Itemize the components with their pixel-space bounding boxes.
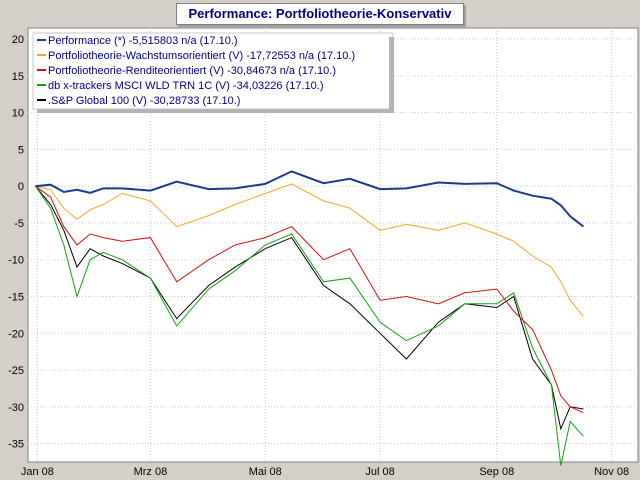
x-tick-label: Mrz 08 bbox=[134, 466, 168, 478]
series-line bbox=[35, 185, 584, 414]
x-tick-label: Nov 08 bbox=[594, 466, 629, 478]
legend-entry: Portfoliotheorie-Wachstumsorientiert (V)… bbox=[48, 50, 355, 62]
series-line bbox=[35, 170, 585, 228]
series-line bbox=[35, 185, 584, 431]
x-tick-label: Jan 08 bbox=[21, 466, 54, 478]
y-tick-label: -20 bbox=[8, 328, 24, 340]
y-axis-ticks: 20 15 10 5 0 -5 -10 -15 -20 -25 -30 -35 bbox=[8, 34, 24, 451]
y-tick-label: 15 bbox=[12, 71, 24, 83]
y-tick-label: 5 bbox=[18, 144, 24, 156]
legend-entry: Performance (*) -5,515803 n/a (17.10.) bbox=[48, 35, 238, 47]
y-tick-label: 0 bbox=[18, 181, 24, 193]
legend-shadow bbox=[37, 109, 394, 113]
series-lines bbox=[35, 170, 585, 466]
chart-title: Performance: Portfoliotheorie-Konservati… bbox=[188, 6, 452, 21]
y-tick-label: -25 bbox=[8, 365, 24, 377]
legend-shadow bbox=[389, 37, 394, 113]
y-tick-label: -5 bbox=[14, 218, 24, 230]
y-tick-label: -15 bbox=[8, 291, 24, 303]
legend-entry: Portfoliotheorie-Renditeorientiert (V) -… bbox=[48, 65, 336, 77]
legend-box bbox=[32, 32, 394, 110]
y-tick-label: 20 bbox=[12, 34, 24, 46]
y-tick-label: 10 bbox=[12, 108, 24, 120]
legend: Performance (*) -5,515803 n/a (17.10.) Po… bbox=[32, 32, 394, 113]
series-line bbox=[35, 183, 584, 317]
chart-title-box: Performance: Portfoliotheorie-Konservati… bbox=[176, 3, 464, 25]
y-tick-label: -35 bbox=[8, 439, 24, 451]
y-tick-label: -10 bbox=[8, 255, 24, 267]
legend-entry: .S&P Global 100 (V) -30,28733 (17.10.) bbox=[48, 95, 240, 107]
x-tick-label: Mai 08 bbox=[249, 466, 282, 478]
x-tick-label: Jul 08 bbox=[365, 466, 394, 478]
y-tick-label: -30 bbox=[8, 402, 24, 414]
legend-entry: db x-trackers MSCI WLD TRN 1C (V) -34,03… bbox=[48, 80, 324, 92]
series-line bbox=[35, 185, 584, 466]
x-axis-ticks: Jan 08 Mrz 08 Mai 08 Jul 08 Sep 08 Nov 08 bbox=[21, 466, 629, 478]
x-tick-label: Sep 08 bbox=[479, 466, 514, 478]
